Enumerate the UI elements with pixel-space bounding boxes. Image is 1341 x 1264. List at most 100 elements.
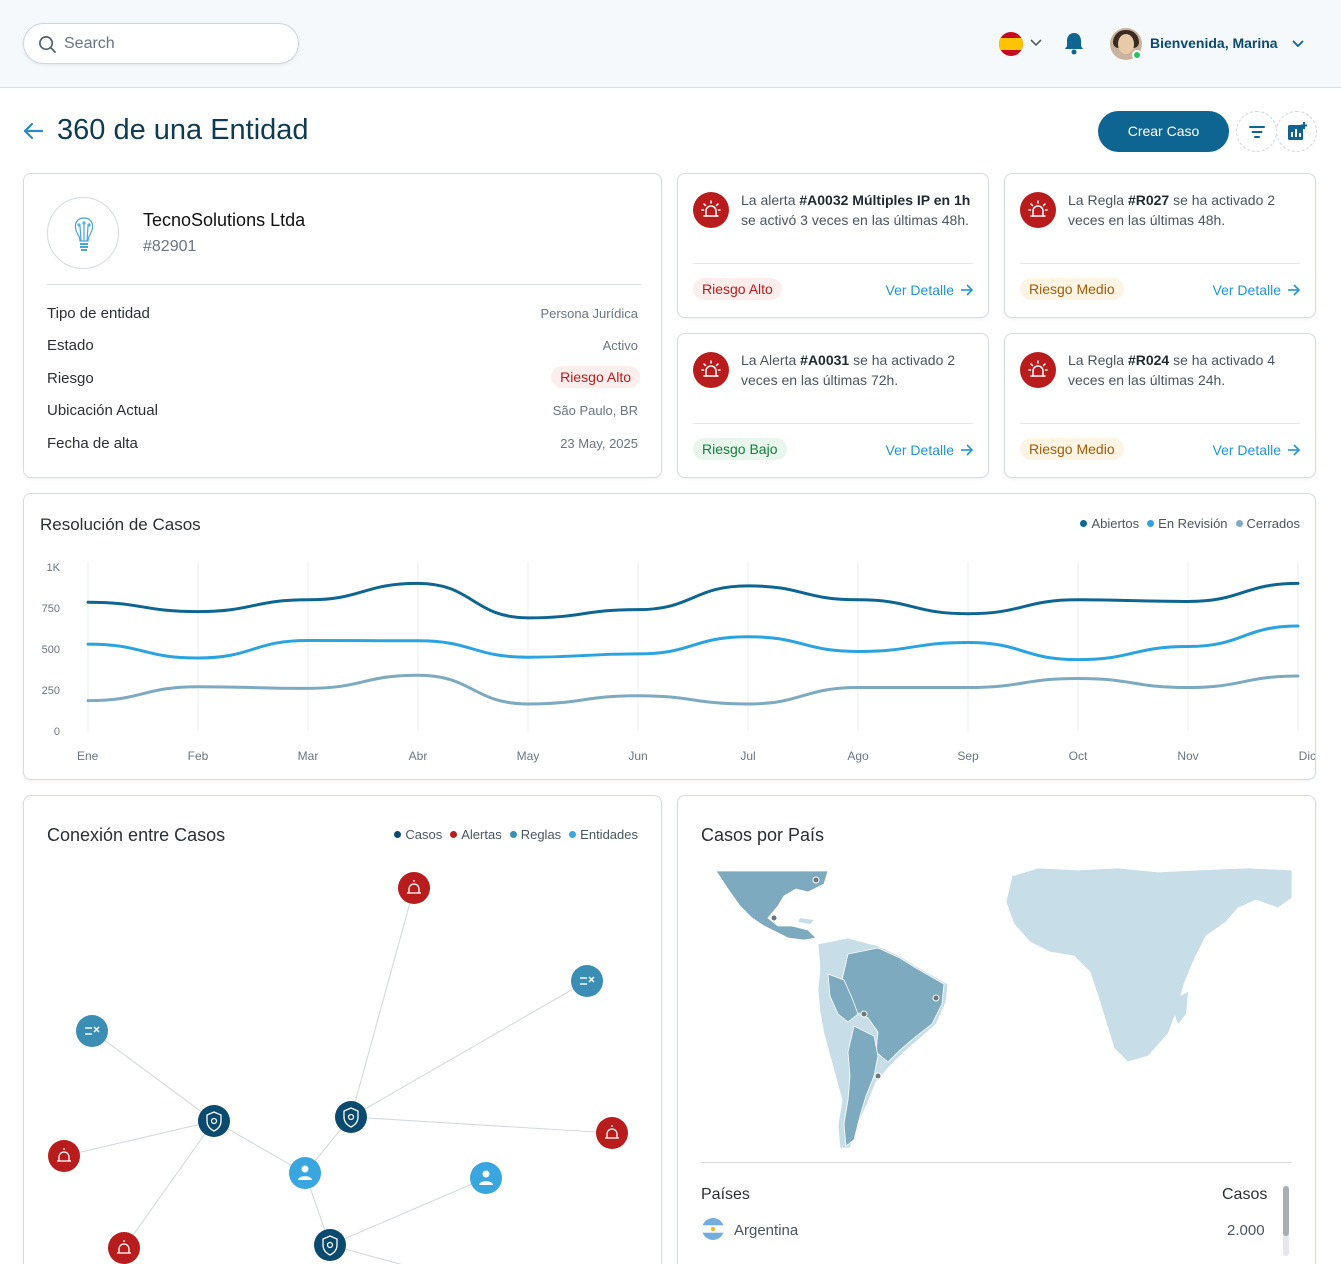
location-label: Ubicación Actual	[47, 402, 158, 419]
chart-legend: Abiertos En Revisión Cerrados	[1080, 516, 1300, 531]
alert-node[interactable]	[596, 1117, 628, 1149]
view-detail-link[interactable]: Ver Detalle	[886, 282, 974, 298]
series-line-cerrados	[86, 673, 1300, 706]
y-tick-label: 750	[42, 603, 60, 615]
divider	[1020, 263, 1300, 264]
view-detail-link[interactable]: Ver Detalle	[886, 442, 974, 458]
search-input[interactable]	[64, 33, 284, 55]
risk-badge: Riesgo Medio	[1020, 278, 1124, 300]
search-icon	[39, 36, 56, 53]
risk-badge: Riesgo Alto	[551, 366, 640, 388]
x-tick-label: Ago	[847, 749, 869, 763]
welcome-text[interactable]: Bienvenida, Marina	[1150, 35, 1278, 51]
view-detail-link[interactable]: Ver Detalle	[1213, 282, 1301, 298]
rule-node[interactable]	[571, 965, 603, 997]
entity-id: #82901	[143, 238, 197, 255]
siren-icon	[1020, 352, 1056, 388]
case-node[interactable]	[335, 1101, 367, 1133]
y-tick-label: 0	[54, 726, 60, 738]
x-tick-label: Sep	[957, 749, 979, 763]
legend-item: Reglas	[509, 827, 561, 842]
scrollbar-thumb[interactable]	[1283, 1186, 1289, 1236]
x-tick-label: Ene	[77, 749, 99, 763]
registration-date-value: 23 May, 2025	[560, 436, 638, 451]
network-legend: Casos Alertas Reglas Entidades	[394, 827, 638, 842]
siren-icon	[693, 192, 729, 228]
legend-item: Abiertos	[1080, 516, 1139, 531]
siren-icon	[1020, 192, 1056, 228]
x-tick-label: Feb	[188, 749, 209, 763]
alert-card: La alerta #A0032 Múltiples IP en 1h se a…	[677, 173, 989, 318]
entity-type-label: Tipo de entidad	[47, 305, 150, 322]
report-button[interactable]	[1276, 111, 1317, 152]
alert-card: La Regla #R024 se ha activado 4 veces en…	[1004, 333, 1316, 478]
entity-node[interactable]	[289, 1157, 321, 1189]
legend-item: En Revisión	[1147, 516, 1228, 531]
arrow-right-icon	[1288, 284, 1301, 296]
entity-node[interactable]	[470, 1162, 502, 1194]
x-tick-label: May	[517, 749, 540, 763]
divider	[47, 284, 641, 285]
x-tick-label: Jul	[740, 749, 755, 763]
cases-by-country-card: Casos por País Países Casos Argentina 2.…	[677, 795, 1316, 1264]
rule-node[interactable]	[76, 1015, 108, 1047]
country-cases: 2.000	[1227, 1222, 1265, 1239]
x-tick-label: Nov	[1177, 749, 1198, 763]
alert-card: La Regla #R027 se ha activado 2 veces en…	[1004, 173, 1316, 318]
legend-item: Entidades	[569, 827, 638, 842]
y-tick-label: 1K	[47, 562, 61, 574]
x-tick-label: Oct	[1069, 749, 1088, 763]
alert-description: La Regla #R027 se ha activado 2 veces en…	[1068, 192, 1276, 228]
risk-badge-wrapper: Riesgo Alto	[551, 366, 640, 388]
x-tick-label: Jun	[628, 749, 647, 763]
avatar[interactable]	[1110, 28, 1142, 60]
search-box[interactable]	[23, 23, 299, 64]
risk-badge: Riesgo Alto	[693, 278, 782, 300]
argentina-flag-icon	[702, 1218, 724, 1240]
country-name: Argentina	[734, 1222, 799, 1239]
legend-item: Casos	[394, 827, 442, 842]
filter-icon	[1249, 126, 1265, 138]
chevron-down-icon[interactable]	[1290, 36, 1306, 52]
arrow-right-icon	[1288, 444, 1301, 456]
chart-title: Resolución de Casos	[40, 515, 201, 534]
status-label: Estado	[47, 337, 94, 354]
spain-flag-icon[interactable]	[999, 32, 1023, 56]
risk-label: Riesgo	[47, 370, 94, 387]
alert-description: La Alerta #A0031 se ha activado 2 veces …	[741, 352, 956, 388]
online-status-dot	[1132, 50, 1142, 60]
x-tick-label: Dic	[1299, 749, 1315, 763]
case-connections-card: Conexión entre Casos Casos Alertas Regla…	[23, 795, 662, 1264]
y-tick-label: 500	[42, 644, 60, 656]
add-chart-icon	[1288, 122, 1307, 140]
network-graph	[48, 872, 628, 1264]
status-value: Activo	[602, 338, 638, 353]
cases-resolution-card: Resolución de Casos Abiertos En Revisión…	[23, 493, 1316, 780]
scrollbar[interactable]	[1283, 1186, 1289, 1256]
filter-button[interactable]	[1236, 111, 1277, 152]
x-tick-label: Mar	[298, 749, 319, 763]
location-value: São Paulo, BR	[552, 403, 638, 418]
bell-icon[interactable]	[1063, 31, 1085, 55]
alert-node[interactable]	[398, 872, 430, 904]
siren-icon	[693, 352, 729, 388]
alert-card: La Alerta #A0031 se ha activado 2 veces …	[677, 333, 989, 478]
view-detail-link[interactable]: Ver Detalle	[1213, 442, 1301, 458]
registration-date-label: Fecha de alta	[47, 435, 138, 452]
divider	[693, 423, 973, 424]
alert-description: La Regla #R024 se ha activado 4 veces en…	[1068, 352, 1276, 388]
world-map[interactable]	[678, 856, 1315, 1156]
cases-column-header: Casos	[1222, 1186, 1268, 1203]
back-arrow-icon[interactable]	[22, 120, 44, 142]
alert-node[interactable]	[48, 1140, 80, 1172]
case-node[interactable]	[314, 1229, 346, 1261]
line-chart: 0 250 500 750 1K Ene Feb Mar Abr May Jun Jul Ago Sep O…	[42, 562, 1315, 763]
divider	[1020, 423, 1300, 424]
chevron-down-icon[interactable]	[1029, 36, 1043, 50]
case-node[interactable]	[198, 1105, 230, 1137]
create-case-button[interactable]: Crear Caso	[1098, 111, 1229, 152]
page-title: 360 de una Entidad	[57, 114, 309, 146]
alert-node[interactable]	[108, 1232, 140, 1264]
y-tick-label: 250	[42, 685, 60, 697]
divider	[701, 1162, 1292, 1163]
